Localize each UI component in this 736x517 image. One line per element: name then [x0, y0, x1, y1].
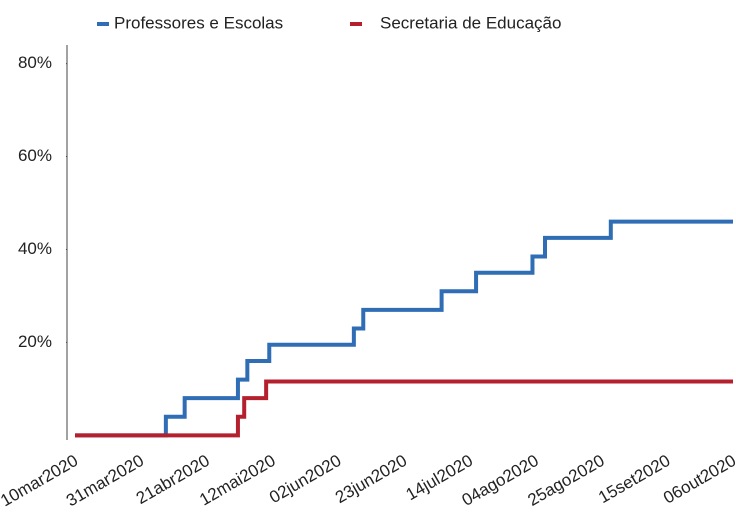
y-tick-label: 60%	[18, 146, 52, 165]
legend-label: Secretaria de Educação	[380, 13, 561, 32]
x-tick-label: 15set2020	[595, 451, 673, 507]
legend-label: Professores e Escolas	[114, 13, 283, 32]
y-tick-label: 20%	[18, 332, 52, 351]
x-tick-label: 02jun2020	[266, 451, 344, 507]
y-tick-label: 80%	[18, 53, 52, 72]
series-line	[75, 219, 733, 438]
x-tick-label: 06out2020	[660, 451, 736, 508]
x-tick-label: 12mai2020	[196, 451, 278, 510]
y-tick-label: 40%	[18, 239, 52, 258]
x-tick-label: 23jun2020	[332, 451, 410, 507]
series-line	[75, 379, 733, 438]
